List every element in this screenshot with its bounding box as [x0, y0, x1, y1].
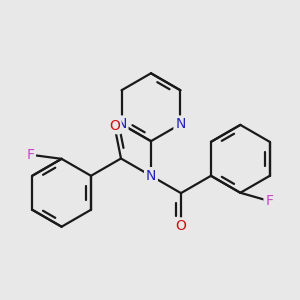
Text: F: F	[26, 148, 34, 162]
Text: O: O	[109, 118, 120, 133]
Text: N: N	[116, 117, 127, 131]
Text: O: O	[176, 219, 186, 233]
Text: F: F	[265, 194, 273, 208]
Text: N: N	[175, 117, 186, 131]
Text: N: N	[146, 169, 156, 183]
